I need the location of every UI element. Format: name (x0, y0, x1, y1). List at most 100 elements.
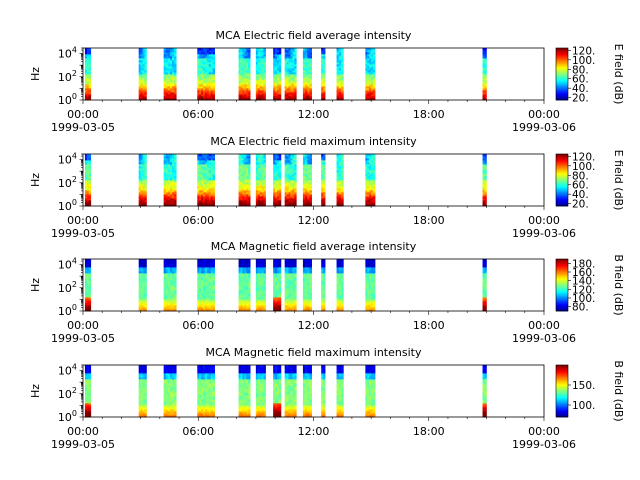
spectrogram-cell (212, 277, 215, 280)
spectrogram-cell (275, 58, 278, 61)
spectrogram-cell (244, 172, 247, 175)
spectrogram-cell (278, 184, 282, 187)
spectrogram-cell (208, 78, 212, 81)
spectrogram-cell (197, 174, 200, 177)
spectrogram-cell (246, 184, 249, 187)
spectrogram-cell (165, 281, 169, 284)
spectrogram-cell (169, 92, 173, 95)
spectrogram-cell (255, 295, 259, 298)
colorbar-step (556, 87, 568, 89)
spectrogram-cell (278, 265, 282, 268)
spectrogram-cell (88, 263, 92, 266)
spectrogram-cell (171, 297, 175, 300)
spectrogram-cell (138, 291, 142, 294)
spectrogram-cell (323, 305, 326, 308)
colorbar-step (556, 59, 568, 62)
spectrogram-cell (169, 66, 173, 69)
spectrogram-cell (238, 84, 241, 87)
spectrogram-cell (248, 287, 251, 290)
spectrogram-cell (144, 202, 147, 205)
spectrogram-cell (199, 291, 202, 294)
spectrogram-cell (321, 92, 324, 95)
spectrogram-cell (199, 277, 202, 280)
spectrogram-cell (238, 273, 241, 276)
spectrogram-cell (338, 293, 342, 296)
spectrogram-cell (210, 186, 214, 189)
spectrogram-cell (197, 269, 200, 272)
spectrogram-cell (277, 94, 280, 97)
spectrogram-cell (201, 162, 204, 165)
spectrogram-cell (277, 180, 280, 183)
spectrogram-cell (210, 295, 214, 298)
spectrogram-cell (365, 263, 368, 266)
spectrogram-cell (169, 52, 173, 55)
spectrogram-cell (210, 184, 214, 187)
spectrogram-cell (142, 64, 145, 67)
spectrogram-cell (204, 68, 208, 71)
spectrogram-cell (238, 180, 241, 183)
spectrogram-cell (286, 164, 289, 167)
spectrogram-cell (292, 263, 295, 266)
spectrogram-cell (242, 174, 245, 177)
spectrogram-cell (292, 52, 295, 55)
spectrogram-cell (199, 170, 202, 173)
spectrogram-cell (290, 275, 293, 278)
spectrogram-cell (302, 202, 306, 205)
spectrogram-cell (199, 259, 202, 262)
spectrogram-cell (204, 154, 208, 157)
spectrogram-cell (208, 174, 212, 177)
spectrogram-cell (208, 172, 212, 175)
spectrogram-cell (261, 289, 264, 292)
spectrogram-cell (309, 60, 312, 63)
spectrogram-cell (238, 265, 241, 268)
spectrogram-cell (365, 291, 368, 294)
spectrogram-cell (288, 154, 291, 157)
spectrogram-cell (261, 196, 264, 199)
spectrogram-cell (204, 166, 208, 169)
spectrogram-cell (169, 96, 173, 99)
data-segment (284, 259, 297, 312)
spectrogram-cell (309, 74, 312, 77)
spectrogram-cell (484, 307, 487, 310)
spectrogram-cell (273, 54, 276, 57)
spectrogram-cell (142, 160, 145, 163)
spectrogram-cell (238, 283, 241, 286)
spectrogram-cell (371, 54, 374, 57)
spectrogram-cell (171, 80, 175, 83)
spectrogram-cell (88, 289, 92, 292)
spectrogram-cell (212, 190, 215, 193)
spectrogram-cell (341, 68, 344, 71)
spectrogram-cell (302, 172, 306, 175)
spectrogram-cell (307, 291, 310, 294)
spectrogram-cell (255, 269, 259, 272)
spectrogram-cell (302, 56, 306, 59)
spectrogram-cell (259, 48, 263, 51)
spectrogram-cell (321, 62, 324, 65)
spectrogram-cell (248, 178, 251, 181)
spectrogram-cell (206, 198, 210, 201)
spectrogram-cell (204, 202, 208, 205)
spectrogram-cell (248, 267, 251, 270)
spectrogram-cell (367, 285, 370, 288)
spectrogram-cell (484, 184, 487, 187)
spectrogram-cell (482, 261, 485, 264)
spectrogram-cell (309, 281, 312, 284)
spectrogram-cell (171, 76, 175, 79)
spectrogram-cell (171, 299, 175, 302)
spectrogram-cell (204, 305, 208, 308)
spectrogram-cell (277, 277, 280, 280)
spectrogram-cell (197, 62, 200, 65)
spectrogram-cell (163, 275, 167, 278)
spectrogram-cell (169, 196, 173, 199)
spectrogram-cell (206, 291, 210, 294)
spectrogram-cell (290, 301, 293, 304)
spectrogram-cell (365, 66, 368, 69)
spectrogram-cell (373, 303, 376, 306)
colorbar-tick-label: 60. (572, 74, 589, 86)
spectrogram-cell (142, 263, 145, 266)
spectrogram-cell (142, 156, 145, 159)
spectrogram-cell (210, 309, 214, 312)
spectrogram-cell (277, 303, 280, 306)
spectrogram-cell (288, 263, 291, 266)
spectrogram-cell (255, 48, 259, 51)
